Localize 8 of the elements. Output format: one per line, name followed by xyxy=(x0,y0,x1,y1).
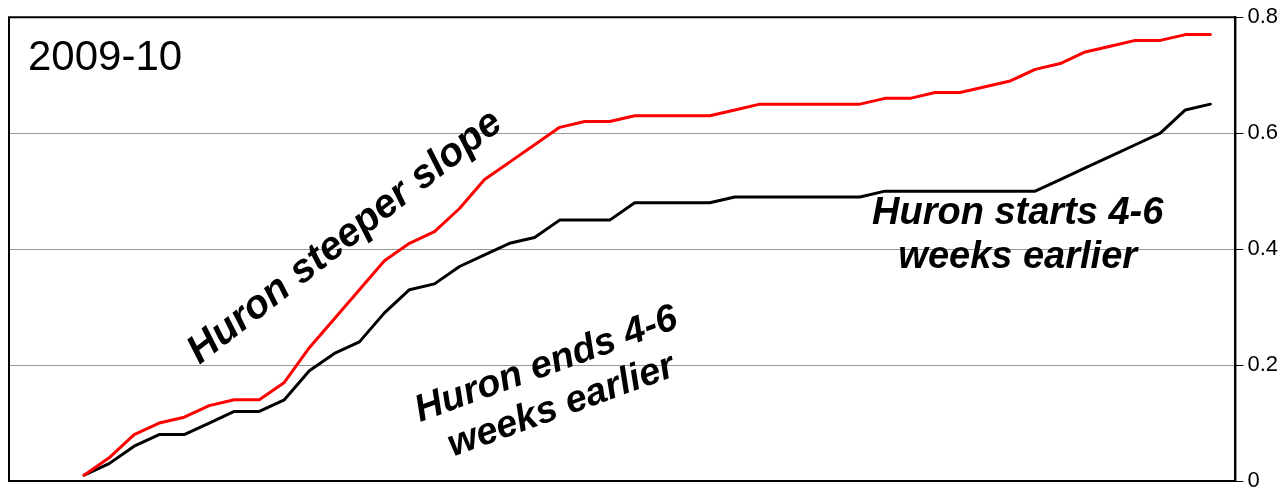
y-tick-label: 0.6 xyxy=(1247,119,1279,145)
y-tick-label: 0 xyxy=(1247,467,1260,493)
y-tick-label: 0.4 xyxy=(1247,235,1279,261)
annotation: Huron starts 4-6 weeks earlier xyxy=(872,190,1164,278)
y-tick-label: 0.2 xyxy=(1247,351,1279,377)
y-tick-label: 0.8 xyxy=(1247,3,1279,29)
annotation: 2009-10 xyxy=(28,32,183,81)
annotation: Huron ends 4-6 weeks earlier xyxy=(408,295,684,466)
